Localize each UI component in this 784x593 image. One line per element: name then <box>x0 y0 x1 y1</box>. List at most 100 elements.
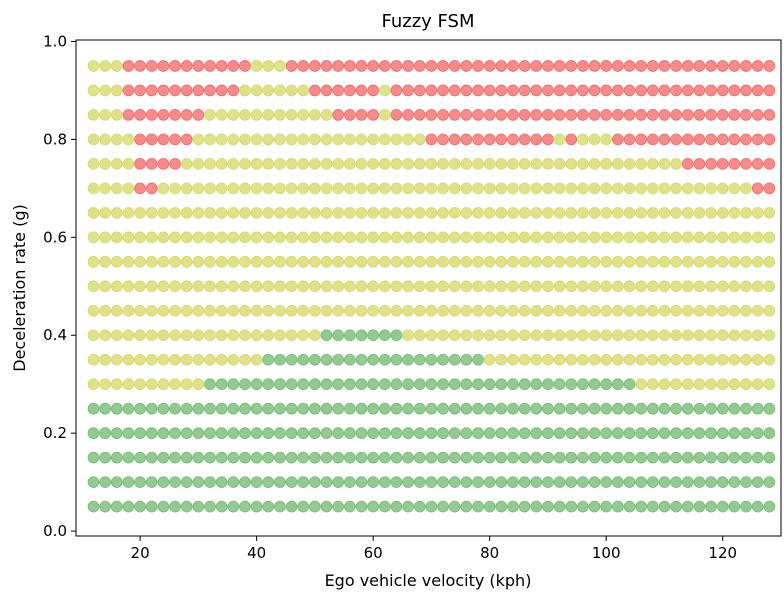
data-point <box>215 378 228 391</box>
data-point <box>99 231 112 244</box>
data-point <box>763 206 776 219</box>
data-point <box>332 133 345 146</box>
data-point <box>390 476 403 489</box>
data-point <box>274 255 286 268</box>
data-point <box>611 500 624 513</box>
data-point <box>483 500 496 513</box>
data-point <box>646 280 659 293</box>
data-point <box>646 329 659 342</box>
data-point <box>658 206 671 219</box>
data-point <box>204 133 216 146</box>
data-point <box>763 280 776 293</box>
data-point <box>646 500 659 513</box>
data-point <box>728 84 741 97</box>
data-point <box>740 60 752 72</box>
data-point <box>460 84 473 97</box>
data-point <box>87 476 100 489</box>
data-point <box>716 206 729 219</box>
data-point <box>716 109 729 121</box>
data-point <box>623 182 636 195</box>
data-point <box>250 427 263 440</box>
data-point <box>658 280 671 293</box>
data-point <box>250 280 263 293</box>
data-point <box>553 84 566 97</box>
data-point <box>145 500 158 513</box>
data-point <box>274 500 286 513</box>
data-point <box>157 206 170 219</box>
data-point <box>250 304 263 317</box>
data-point <box>530 353 543 366</box>
data-point <box>600 427 613 440</box>
data-point <box>274 402 286 415</box>
data-point <box>355 280 368 293</box>
data-point <box>343 451 356 464</box>
data-point <box>495 157 508 170</box>
data-point <box>285 182 298 195</box>
data-point <box>413 182 426 195</box>
data-point <box>542 280 554 293</box>
data-point <box>553 500 566 513</box>
data-point <box>518 427 531 440</box>
data-point <box>460 378 473 391</box>
data-point <box>122 427 135 440</box>
data-points <box>87 60 776 513</box>
data-point <box>169 500 181 513</box>
data-point <box>180 182 193 195</box>
data-point <box>110 60 123 72</box>
data-point <box>343 60 356 72</box>
data-point <box>180 500 193 513</box>
data-point <box>343 182 356 195</box>
data-point <box>472 231 484 244</box>
data-point <box>87 427 100 440</box>
data-point <box>262 255 275 268</box>
data-point <box>740 500 752 513</box>
data-point <box>495 182 508 195</box>
data-point <box>378 476 391 489</box>
data-point <box>437 182 449 195</box>
data-point <box>460 402 473 415</box>
data-point <box>332 353 345 366</box>
data-point <box>402 500 415 513</box>
data-point <box>530 157 543 170</box>
data-point <box>355 231 368 244</box>
data-point <box>623 353 636 366</box>
data-point <box>239 182 251 195</box>
data-point <box>716 304 729 317</box>
data-point <box>693 402 706 415</box>
data-point <box>646 378 659 391</box>
data-point <box>320 280 333 293</box>
data-point <box>215 133 228 146</box>
x-tick-label: 120 <box>708 544 737 562</box>
data-point <box>553 109 566 121</box>
data-point <box>588 451 601 464</box>
data-point <box>740 329 752 342</box>
data-point <box>227 280 240 293</box>
data-point <box>192 402 205 415</box>
data-point <box>180 378 193 391</box>
data-point <box>110 182 123 195</box>
data-point <box>635 231 648 244</box>
data-point <box>623 451 636 464</box>
data-point <box>227 304 240 317</box>
data-point <box>308 109 321 121</box>
data-point <box>145 427 158 440</box>
data-point <box>460 353 473 366</box>
data-point <box>134 133 146 146</box>
data-point <box>448 402 461 415</box>
data-point <box>192 329 205 342</box>
data-point <box>646 157 659 170</box>
data-point <box>705 427 717 440</box>
data-point <box>693 231 706 244</box>
data-point <box>413 500 426 513</box>
data-point <box>367 182 380 195</box>
data-point <box>122 476 135 489</box>
data-point <box>320 255 333 268</box>
data-point <box>448 182 461 195</box>
data-point <box>204 304 216 317</box>
data-point <box>763 109 776 121</box>
data-point <box>355 60 368 72</box>
data-point <box>577 60 589 72</box>
data-point <box>87 280 100 293</box>
data-point <box>402 280 415 293</box>
data-point <box>134 476 146 489</box>
